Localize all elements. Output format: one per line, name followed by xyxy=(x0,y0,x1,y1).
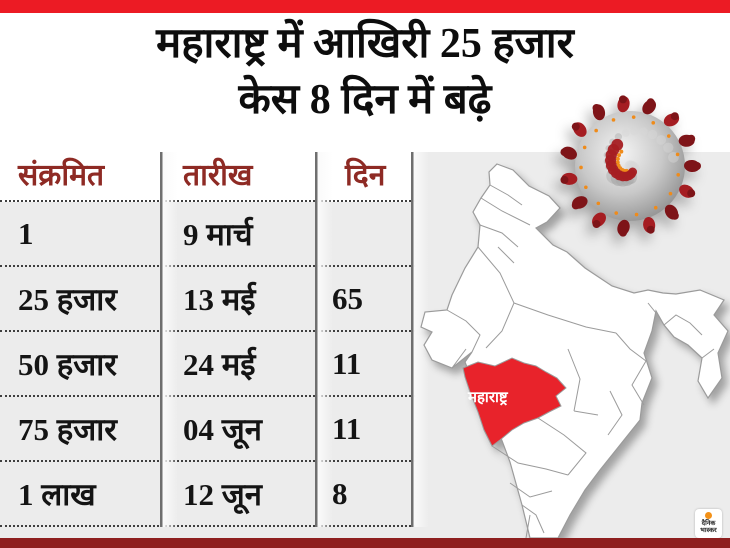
cell-days: 8 xyxy=(332,475,348,511)
table-row: 1 लाख 12 जून 8 xyxy=(0,462,415,527)
cell-infected: 75 हजार xyxy=(18,411,117,447)
state-borders xyxy=(480,184,531,226)
state-borders xyxy=(509,482,553,538)
cell-date: 13 मई xyxy=(183,281,256,317)
state-borders xyxy=(491,417,587,476)
india-map: महाराष्ट्र xyxy=(420,163,729,538)
column-separator xyxy=(160,152,178,527)
cell-days: 65 xyxy=(332,280,363,316)
cell-infected: 1 xyxy=(18,215,34,251)
maharashtra-label: महाराष्ट्र xyxy=(467,390,509,406)
cell-date: 12 जून xyxy=(183,476,262,512)
cell-days: 11 xyxy=(332,345,362,381)
cell-date: 24 मई xyxy=(183,346,256,382)
bottom-maroon-bar xyxy=(0,538,730,548)
table-row: 25 हजार 13 मई 65 xyxy=(0,267,415,332)
coronavirus-icon xyxy=(560,95,701,237)
state-borders xyxy=(513,302,647,362)
table-header-row: संक्रमित तारीख दिन xyxy=(0,152,415,202)
title-line-1: महाराष्ट्र में आखिरी 25 हजार xyxy=(156,21,574,67)
table-row: 50 हजार 24 मई 11 xyxy=(0,332,415,397)
maharashtra-region xyxy=(462,357,567,447)
header-infected: संक्रमित xyxy=(18,159,105,192)
cell-date: 9 मार्च xyxy=(183,216,253,252)
state-borders xyxy=(446,309,481,369)
top-red-bar xyxy=(0,0,730,13)
cell-date: 04 जून xyxy=(183,411,262,447)
state-borders xyxy=(647,302,715,359)
state-borders xyxy=(607,360,647,436)
column-separator xyxy=(315,152,333,527)
dainik-bhaskar-logo: दैनिक भास्कर xyxy=(695,509,722,538)
header-date: तारीख xyxy=(183,159,253,192)
cell-infected: 50 हजार xyxy=(18,346,117,382)
logo-text-line-1: दैनिक xyxy=(701,520,716,527)
cell-days: 11 xyxy=(332,410,362,446)
page-title: महाराष्ट्र में आखिरी 25 हजार केस 8 दिन म… xyxy=(0,16,730,128)
cell-infected: 1 लाख xyxy=(18,476,96,512)
title-line-2: केस 8 दिन में बढ़े xyxy=(238,77,492,123)
table-row: 1 9 मार्च xyxy=(0,202,415,267)
sun-icon xyxy=(705,512,712,519)
column-separator xyxy=(411,152,429,527)
table-background xyxy=(0,202,413,538)
header-days: दिन xyxy=(345,159,386,192)
logo-text-line-2: भास्कर xyxy=(700,527,717,534)
cell-infected: 25 हजार xyxy=(18,281,117,317)
state-borders xyxy=(567,348,599,416)
state-borders xyxy=(479,224,519,264)
table-row: 75 हजार 04 जून 11 xyxy=(0,397,415,462)
india-outline xyxy=(420,163,729,538)
